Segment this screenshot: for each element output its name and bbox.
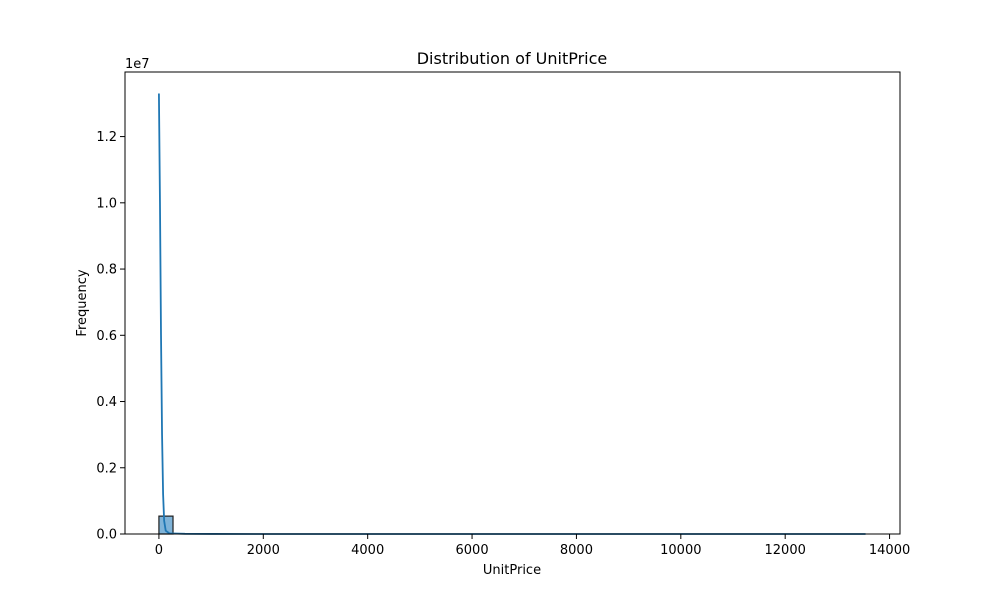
y-tick-label: 1.0 xyxy=(96,196,117,211)
y-tick-label: 0.8 xyxy=(96,263,117,278)
x-tick-label: 2000 xyxy=(247,543,280,558)
chart-title: Distribution of UnitPrice xyxy=(417,49,608,68)
x-tick-label: 4000 xyxy=(351,543,384,558)
x-axis-label: UnitPrice xyxy=(483,563,541,578)
y-tick-label: 0.4 xyxy=(96,395,117,410)
x-tick-label: 0 xyxy=(155,543,163,558)
kde-line xyxy=(158,93,866,535)
x-tick-label: 14000 xyxy=(869,543,910,558)
x-tick-label: 12000 xyxy=(765,543,806,558)
y-tick-label: 0.2 xyxy=(96,461,117,476)
x-tick-label: 8000 xyxy=(560,543,593,558)
y-tick-label: 1.2 xyxy=(96,130,117,145)
x-axis-ticks: 0 2000 4000 6000 8000 10000 12000 14000 xyxy=(155,534,910,558)
axes-frame xyxy=(124,71,901,535)
plot-area xyxy=(158,93,866,535)
x-tick-label: 6000 xyxy=(456,543,489,558)
x-tick-label: 10000 xyxy=(660,543,701,558)
y-axis-label: Frequency xyxy=(75,269,90,336)
y-tick-label: 0.6 xyxy=(96,329,117,344)
y-axis-offset-text: 1e7 xyxy=(125,57,150,72)
y-axis-ticks: 0.0 0.2 0.4 0.6 0.8 1.0 1.2 xyxy=(96,130,125,543)
y-tick-label: 0.0 xyxy=(96,528,117,543)
